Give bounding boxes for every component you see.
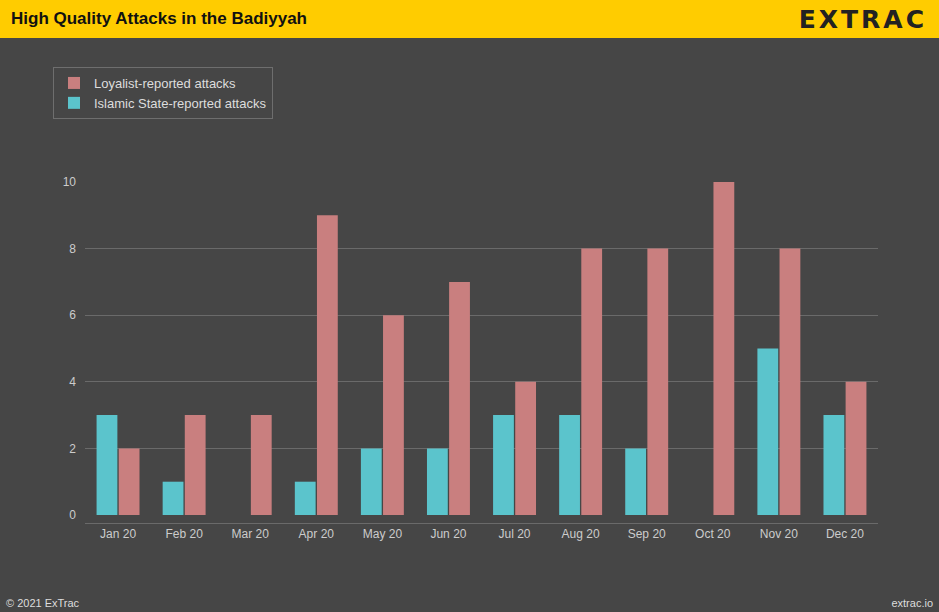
svg-text:0: 0: [69, 508, 76, 522]
svg-text:2: 2: [69, 442, 76, 456]
html-text:EXTRAC: EXTRAC: [798, 5, 927, 34]
svg-text:Loyalist-reported attacks: Loyalist-reported attacks: [94, 76, 236, 91]
svg-text:May 20: May 20: [363, 527, 403, 541]
svg-text:Nov 20: Nov 20: [760, 527, 798, 541]
html-text:© 2021 ExTrac: © 2021 ExTrac: [6, 597, 80, 609]
svg-text:Oct 20: Oct 20: [695, 527, 731, 541]
html-text:extrac.io: extrac.io: [891, 597, 933, 609]
svg-text:Jun 20: Jun 20: [430, 527, 466, 541]
html-text:High Quality Attacks in the Ba: High Quality Attacks in the Badiyyah: [11, 9, 307, 28]
svg-text:Apr 20: Apr 20: [299, 527, 335, 541]
svg-text:6: 6: [69, 308, 76, 322]
svg-text:Sep 20: Sep 20: [628, 527, 666, 541]
svg-text:8: 8: [69, 242, 76, 256]
svg-text:Dec 20: Dec 20: [826, 527, 864, 541]
svg-text:Jul 20: Jul 20: [499, 527, 531, 541]
svg-text:Feb 20: Feb 20: [165, 527, 203, 541]
svg-text:Mar 20: Mar 20: [232, 527, 270, 541]
svg-text:Aug 20: Aug 20: [562, 527, 600, 541]
svg-text:4: 4: [69, 375, 76, 389]
svg-text:Jan 20: Jan 20: [100, 527, 136, 541]
svg-text:Islamic State-reported attacks: Islamic State-reported attacks: [94, 96, 266, 111]
svg-text:10: 10: [63, 175, 77, 189]
